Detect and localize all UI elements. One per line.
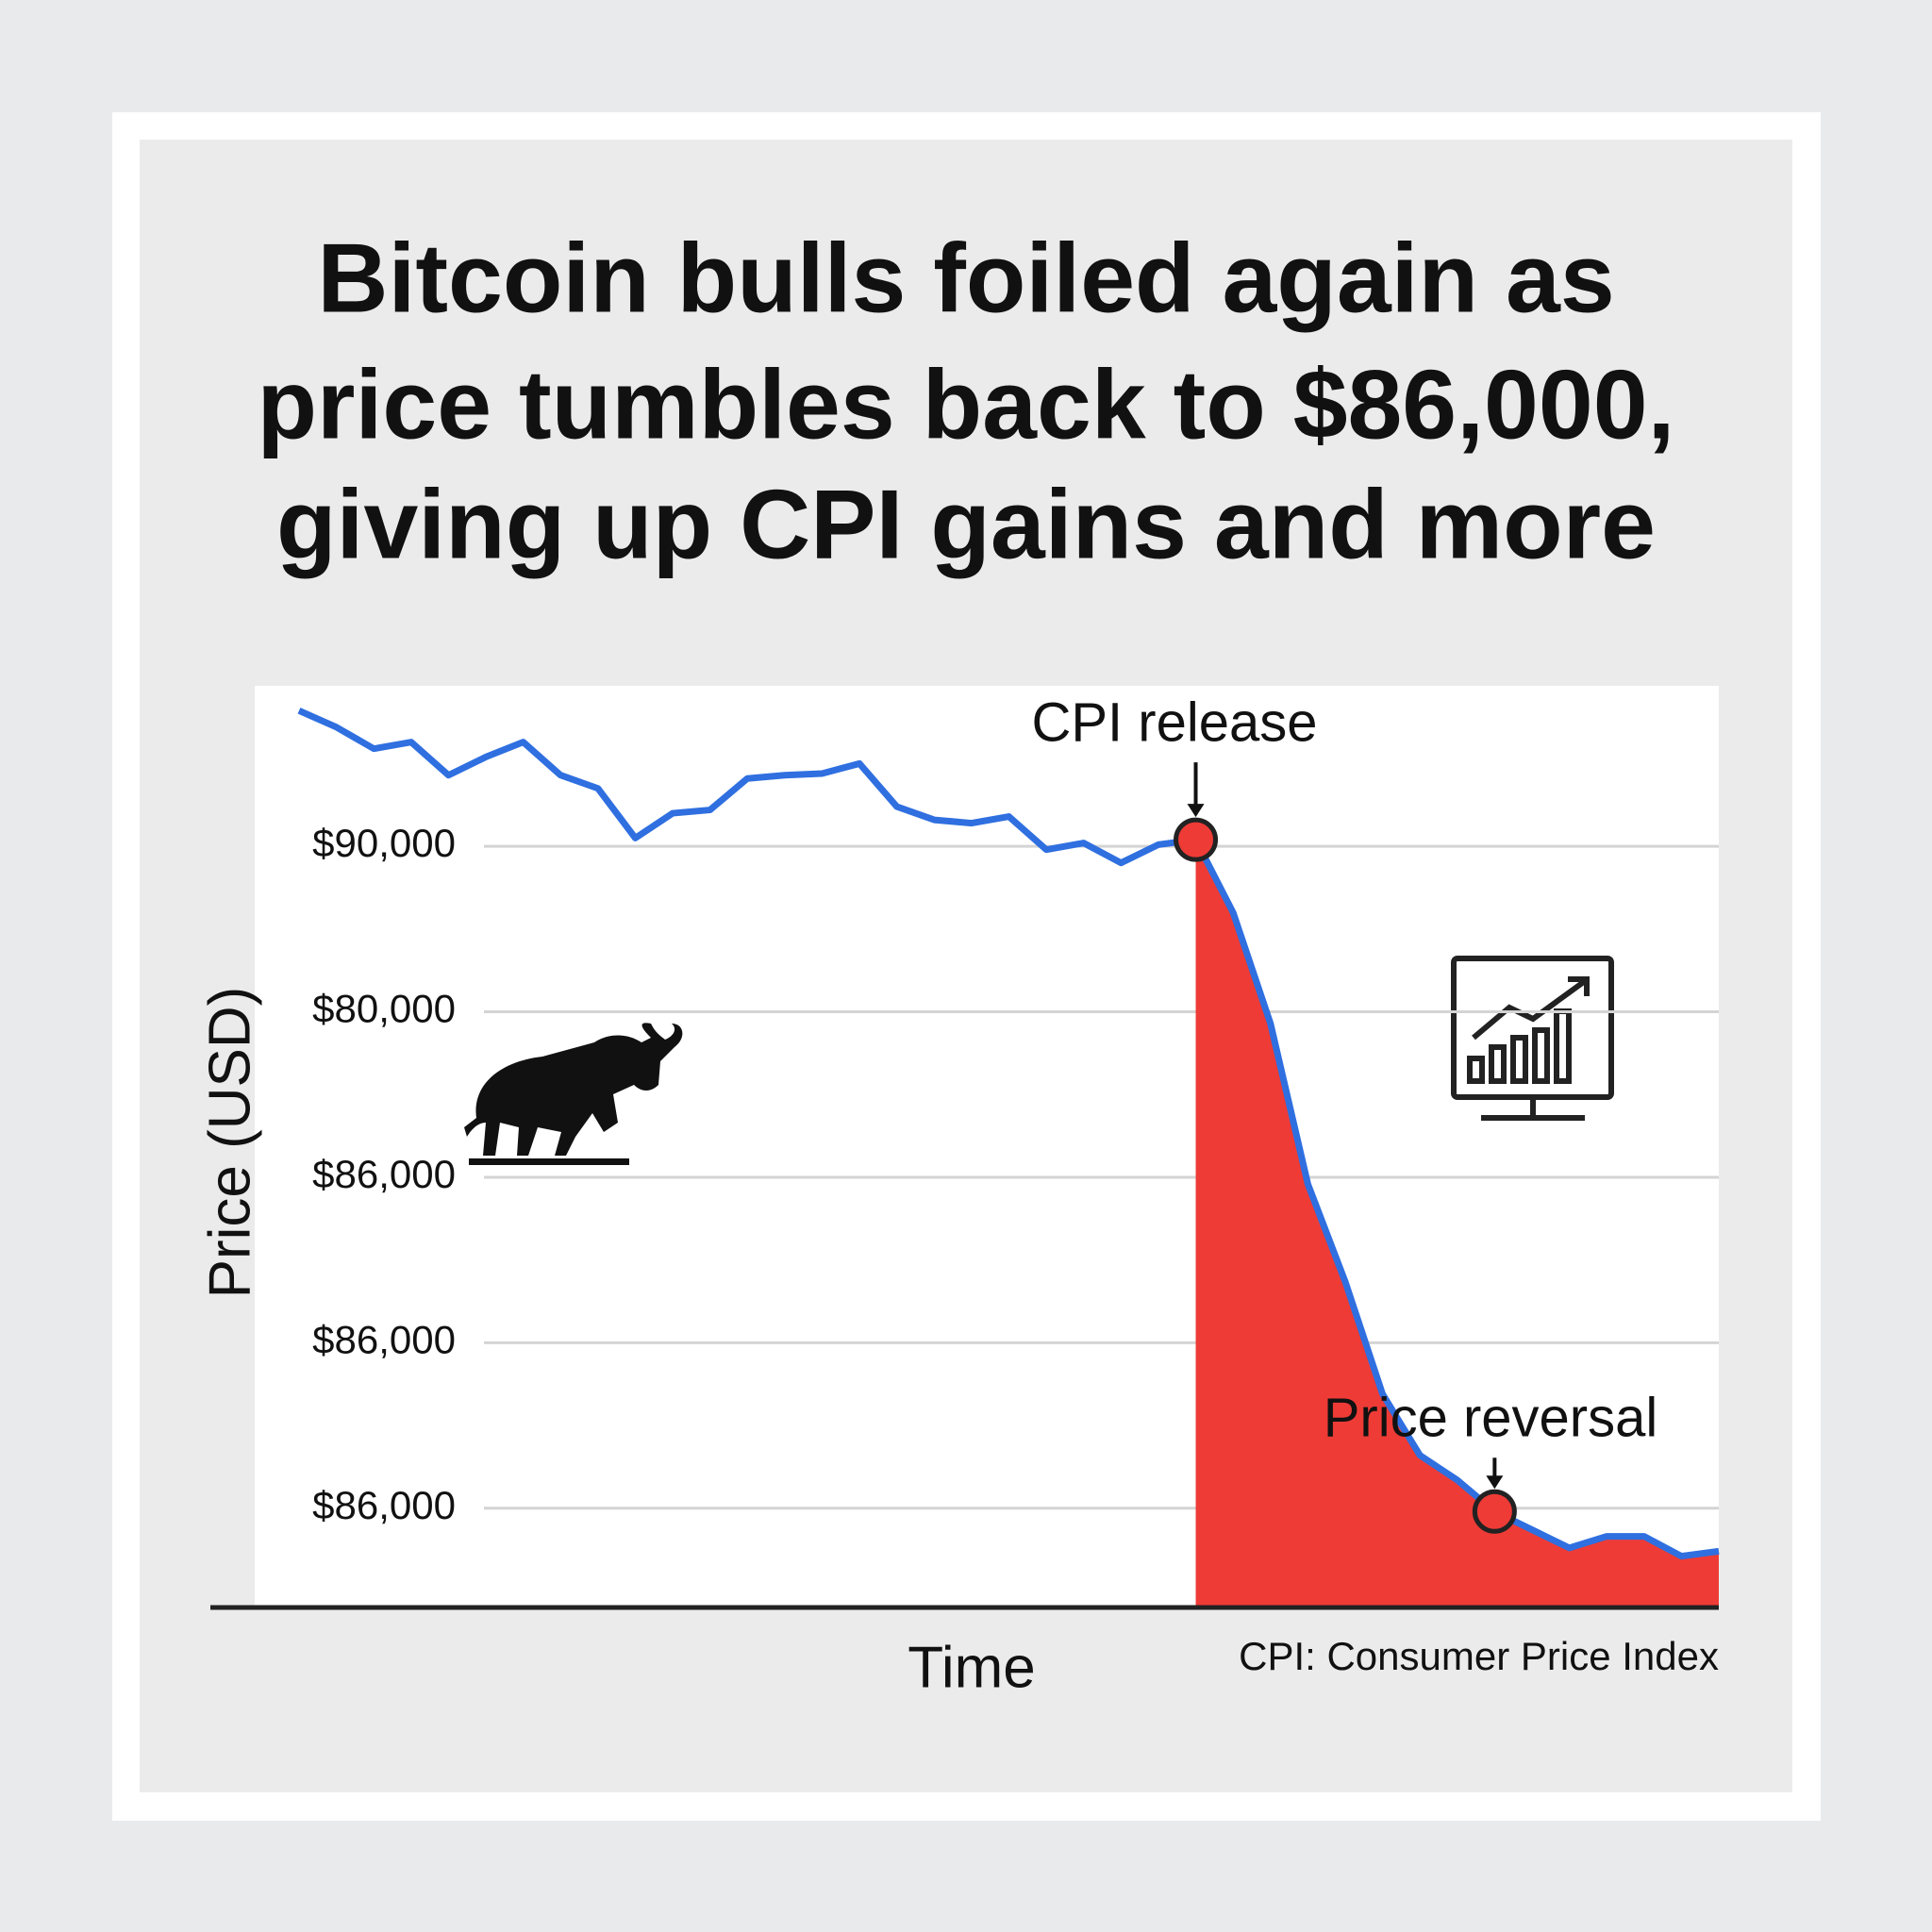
arrow-head xyxy=(1187,804,1205,818)
drop-area xyxy=(1195,840,1719,1607)
bull-icon xyxy=(464,1023,683,1165)
arrow-head xyxy=(1486,1475,1504,1490)
y-tick-label: $80,000 xyxy=(312,987,456,1031)
footnote: CPI: Consumer Price Index xyxy=(1239,1634,1719,1678)
title: giving up CPI gains and more xyxy=(276,470,1656,579)
annotation: Price reversal xyxy=(1324,1388,1658,1449)
event-marker xyxy=(1472,1489,1517,1534)
chart-layer: $90,000 $80,000 $86,000 $86,000 $86,000 CPI r… xyxy=(210,691,1720,1610)
y-tick-label: $86,000 xyxy=(312,1483,456,1527)
y-tick-label: $86,000 xyxy=(312,1317,456,1361)
y-tick-label: $90,000 xyxy=(312,821,456,865)
x-axis-label: Time xyxy=(908,1635,1035,1700)
title: price tumbles back to $86,000, xyxy=(258,350,1675,459)
chart-icon xyxy=(1451,956,1614,1121)
event-marker xyxy=(1174,817,1219,862)
annotation: CPI release xyxy=(1031,691,1317,753)
title: Bitcoin bulls foiled again as xyxy=(317,224,1614,333)
y-axis-label: Price (USD) xyxy=(197,987,262,1299)
plot-area xyxy=(255,686,1719,1607)
y-tick-label: $86,000 xyxy=(312,1152,456,1196)
